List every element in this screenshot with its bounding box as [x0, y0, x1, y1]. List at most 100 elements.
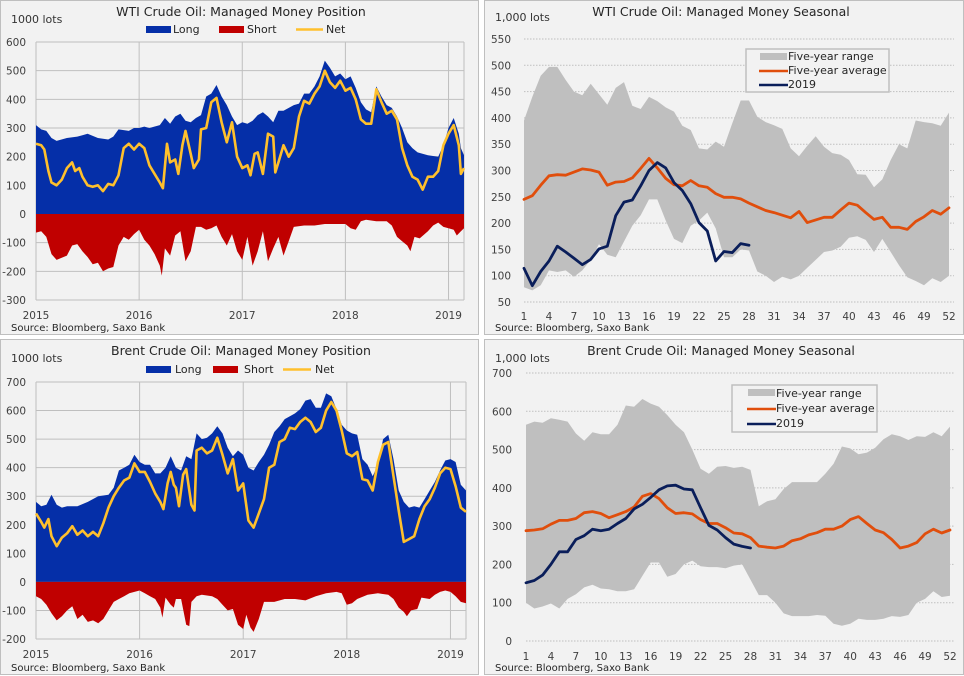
y-tick-label: 0 — [19, 209, 26, 221]
x-tick-label: 4 — [548, 651, 555, 663]
legend: Long Short Net — [146, 23, 346, 36]
brent-seasonal-chart: 700 600 500 400 300 200 100 01 4 7 10 13 16 19 22 25 28 3… — [492, 343, 957, 674]
x-tick-label: 22 — [694, 651, 707, 663]
x-tick-label: 40 — [844, 651, 857, 663]
y-tick-label: 200 — [492, 559, 512, 571]
x-tick-label: 1 — [521, 311, 528, 323]
legend-label-short: Short — [247, 23, 277, 36]
legend-label-long: Long — [173, 23, 200, 36]
y-tick-label: 300 — [491, 166, 511, 178]
legend-swatch-short — [213, 366, 238, 373]
y-tick-label: 350 — [491, 139, 511, 151]
wti-seasonal-chart: 550 500 450 400 350 300 250 200 150 100 50 1 4 7 10 13 1… — [491, 4, 956, 334]
x-tick-label: 2015 — [23, 310, 50, 322]
y-tick-label: 100 — [6, 180, 26, 192]
x-tick-label: 52 — [943, 651, 956, 663]
y-tick-label: 200 — [6, 520, 26, 532]
x-tick-label: 1 — [523, 651, 530, 663]
x-tick-label: 2016 — [126, 310, 153, 322]
source-note: Source: Bloomberg, Saxo Bank — [11, 663, 165, 674]
y-tick-label: 500 — [492, 445, 512, 457]
brent-position-chart: 700 600 500 400 300 200 100 0 -100 -200 2015 2016 20… — [2, 343, 467, 674]
brent-seasonal-panel: 700 600 500 400 300 200 100 0 1 4 7 10 13 16 19 22 25 28 3… — [484, 339, 964, 675]
y-tick-label: 250 — [491, 192, 511, 204]
y-tick-label: 700 — [492, 368, 512, 380]
five-year-range-band — [524, 66, 949, 291]
y-tick-label: 50 — [498, 297, 511, 309]
legend-label-long: Long — [175, 363, 202, 376]
wti-seasonal-panel: 550 500 450 400 350 300 250 200 150 100 50 1 4 7 10 13 1… — [484, 0, 964, 335]
legend-label-net: Net — [326, 23, 346, 36]
x-tick-label: 34 — [794, 651, 808, 663]
x-tick-label: 52 — [942, 311, 955, 323]
y-tick-label: 600 — [492, 406, 512, 418]
y-tick-label: -300 — [2, 295, 26, 307]
x-tick-label: 46 — [892, 311, 906, 323]
series-long-area — [36, 393, 466, 582]
x-tick-label: 2017 — [230, 649, 257, 661]
y-tick-label: 100 — [492, 598, 512, 610]
y-tick-label: 400 — [6, 94, 26, 106]
x-tick-label: 10 — [594, 651, 607, 663]
x-tick-label: 43 — [867, 311, 880, 323]
x-tick-label: 16 — [642, 311, 656, 323]
legend-swatch-long — [146, 366, 171, 373]
y-tick-label: 300 — [492, 521, 512, 533]
brent-position-panel: 700 600 500 400 300 200 100 0 -100 -200 2015 2016 20… — [0, 339, 479, 675]
x-tick-label: 2017 — [229, 310, 256, 322]
y-tick-label: 500 — [6, 434, 26, 446]
x-tick-label: 7 — [573, 651, 580, 663]
chart-title: WTI Crude Oil: Managed Money Seasonal — [592, 4, 850, 19]
y-tick-label: 100 — [6, 548, 26, 560]
series-2019-line — [522, 161, 751, 288]
y-tick-label: -200 — [2, 634, 26, 646]
chart-title: WTI Crude Oil: Managed Money Position — [116, 4, 366, 19]
x-tick-label: 19 — [669, 651, 682, 663]
y-tick-label: 300 — [6, 123, 26, 135]
x-tick-label: 49 — [918, 651, 931, 663]
source-note: Source: Bloomberg, Saxo Bank — [495, 663, 649, 674]
legend-label-range: Five-year range — [776, 387, 862, 400]
legend-label-net: Net — [315, 363, 335, 376]
y-tick-label: 100 — [491, 271, 511, 283]
y-axis-unit: 1000 lots — [11, 13, 63, 26]
y-axis-unit: 1000 lots — [11, 352, 63, 365]
y-tick-label: -200 — [2, 266, 26, 278]
wti-position-panel: 600 500 400 300 200 100 0 -100 -200 -300 2015 2016 2… — [0, 0, 479, 335]
x-tick-label: 7 — [571, 311, 578, 323]
legend-label-average: Five-year average — [788, 64, 887, 77]
x-tick-label: 2019 — [435, 310, 462, 322]
y-tick-label: 150 — [491, 244, 511, 256]
x-tick-label: 28 — [744, 651, 757, 663]
x-tick-label: 13 — [619, 651, 632, 663]
x-tick-label: 13 — [617, 311, 630, 323]
legend-label-2019: 2019 — [788, 78, 816, 91]
y-tick-label: 700 — [6, 377, 26, 389]
y-tick-label: 0 — [19, 577, 26, 589]
x-tick-label: 2016 — [126, 649, 153, 661]
x-tick-label: 16 — [644, 651, 658, 663]
legend: Long Short Net — [146, 363, 335, 376]
series-five-year-average-line — [522, 157, 951, 231]
x-tick-label: 37 — [819, 651, 832, 663]
legend: Five-year range Five-year average 2019 — [731, 384, 878, 433]
x-tick-label: 37 — [817, 311, 830, 323]
x-tick-label: 43 — [868, 651, 881, 663]
x-tick-label: 31 — [767, 311, 780, 323]
y-tick-label: 400 — [6, 463, 26, 475]
series-net-line — [35, 69, 466, 193]
x-tick-label: 28 — [742, 311, 755, 323]
y-tick-label: 200 — [6, 152, 26, 164]
legend-label-2019: 2019 — [776, 417, 804, 430]
y-tick-label: 400 — [491, 113, 511, 125]
x-tick-label: 49 — [917, 311, 930, 323]
y-tick-label: 550 — [491, 34, 511, 46]
x-tick-label: 46 — [893, 651, 907, 663]
x-tick-label: 25 — [719, 651, 732, 663]
wti-position-chart: 600 500 400 300 200 100 0 -100 -200 -300 2015 2016 2… — [2, 4, 466, 334]
y-tick-label: 500 — [6, 66, 26, 78]
x-tick-label: 40 — [842, 311, 855, 323]
x-tick-label: 34 — [792, 311, 806, 323]
y-tick-label: -100 — [2, 605, 26, 617]
series-short-area — [36, 581, 466, 632]
